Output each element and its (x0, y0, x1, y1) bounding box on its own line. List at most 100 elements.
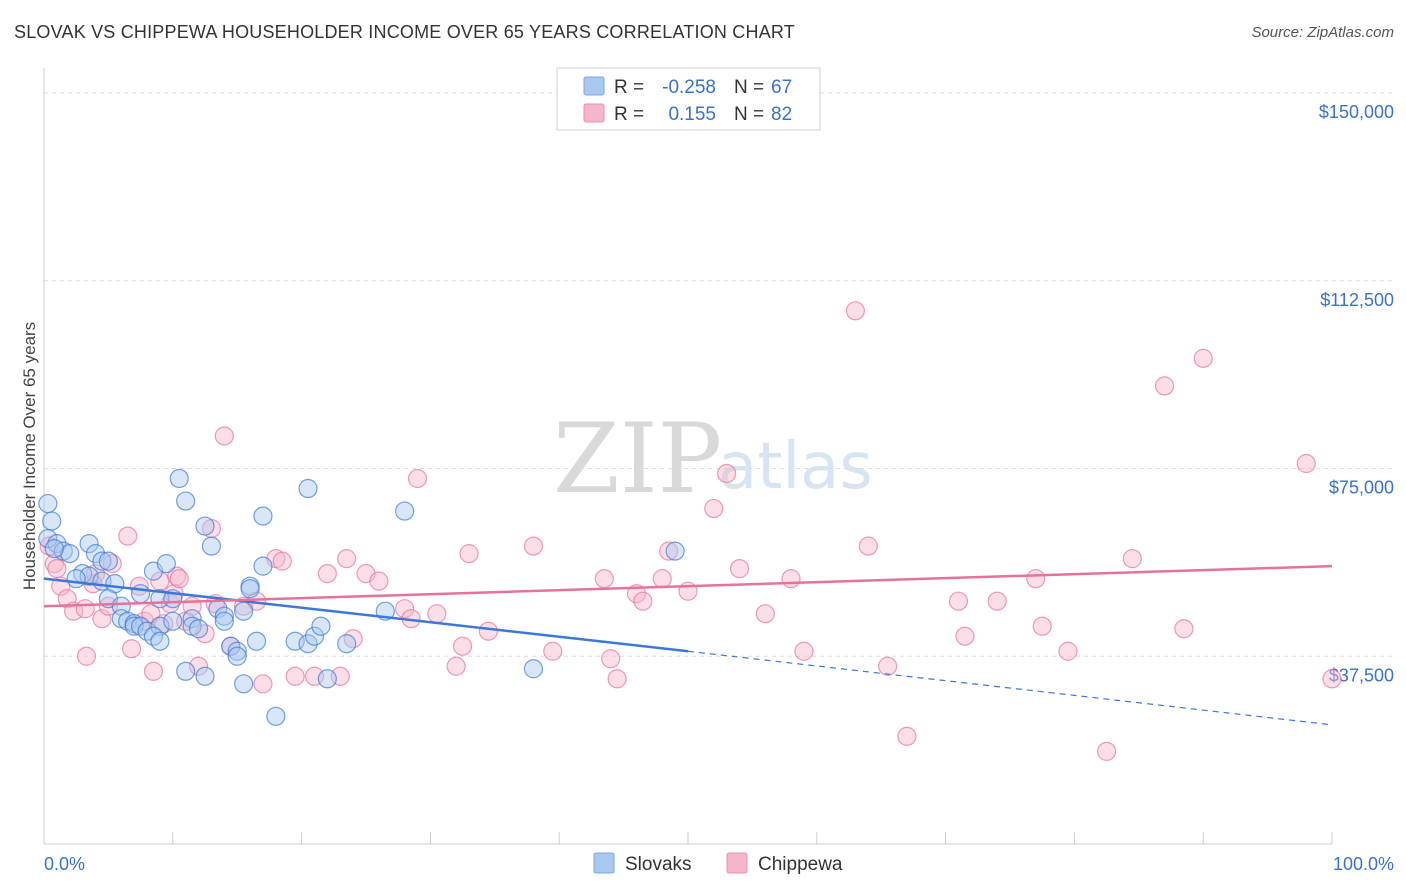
y-tick-label: $150,000 (1319, 102, 1394, 122)
grid-lines (44, 92, 1394, 657)
slovaks-point (304, 626, 325, 646)
legend-n-value-chippewa: 82 (771, 104, 792, 125)
chippewa-point (118, 526, 138, 546)
slovaks-point (214, 606, 234, 626)
chippewa-point (446, 656, 466, 676)
y-tick-label: $112,500 (1320, 290, 1394, 310)
chippewa-point (121, 639, 142, 659)
series-legend: Slovaks Chippewa (593, 852, 843, 875)
slovaks-point (188, 619, 209, 639)
chippewa-point (75, 599, 95, 619)
y-tick-label: $37,500 (1329, 665, 1394, 685)
legend-r-label-slovaks: R = (614, 77, 644, 98)
chippewa-trend-line (43, 564, 1333, 608)
slovaks-point (131, 616, 151, 636)
slovaks-point (221, 636, 241, 656)
chippewa-point (781, 569, 801, 589)
chippewa-point (955, 626, 975, 646)
slovaks-point (240, 579, 260, 599)
bottom-legend-swatch-slovaks (593, 852, 615, 874)
series-chippewa-points (39, 301, 1342, 761)
slovaks-point (66, 569, 86, 589)
y-tick-label: $75,000 (1329, 478, 1394, 498)
chippewa-point (1026, 569, 1046, 589)
chippewa-point (1322, 669, 1342, 689)
slovaks-point (176, 661, 196, 681)
slovaks-point (523, 659, 544, 679)
chippewa-point (523, 536, 544, 556)
slovaks-point (47, 534, 67, 554)
chippewa-point (407, 468, 428, 489)
chippewa-point (543, 641, 563, 661)
x-axis-ticks (43, 832, 1333, 844)
chippewa-point (64, 601, 84, 621)
chippewa-point (704, 498, 724, 519)
x-tick-label-min: 0.0% (44, 854, 85, 874)
chart-title: SLOVAK VS CHIPPEWA HOUSEHOLDER INCOME OV… (14, 22, 795, 42)
chippewa-point (1122, 549, 1142, 569)
slovaks-point (38, 493, 58, 514)
chippewa-point (1154, 376, 1175, 396)
slovaks-point (311, 616, 331, 636)
chippewa-point (214, 426, 234, 446)
slovaks-point (337, 634, 357, 654)
chippewa-point (633, 591, 653, 611)
slovaks-trend-line (43, 577, 689, 653)
slovaks-point (98, 551, 119, 571)
legend-swatch-slovaks (583, 76, 605, 96)
chippewa-point (1193, 348, 1213, 368)
slovaks-point (253, 506, 273, 526)
legend-r-label-chippewa: R = (614, 104, 644, 125)
bottom-legend-label-slovaks: Slovaks (625, 854, 692, 875)
correlation-legend: R = -0.258 N = 67 R = 0.155 N = 82 (556, 67, 821, 131)
chippewa-point (427, 604, 447, 624)
watermark-atlas: atlas (718, 430, 873, 504)
watermark-zip: ZIP (553, 403, 722, 515)
slovaks-point (169, 468, 189, 489)
chippewa-point (626, 584, 647, 604)
legend-r-value-slovaks: -0.258 (662, 77, 716, 98)
slovaks-point (298, 478, 318, 499)
slovaks-point (201, 536, 222, 556)
chippewa-point (272, 551, 292, 571)
chippewa-point (395, 599, 415, 619)
chippewa-point (897, 726, 917, 746)
slovaks-point (234, 601, 254, 621)
chippewa-point (47, 559, 67, 579)
chippewa-point (369, 571, 389, 591)
chippewa-point (478, 621, 498, 641)
slovaks-point (182, 609, 202, 629)
slovaks-point (150, 631, 170, 651)
slovaks-point (214, 611, 234, 631)
chippewa-point (1174, 619, 1194, 639)
chippewa-point (601, 649, 621, 669)
slovaks-point (266, 706, 286, 726)
chippewa-point (285, 666, 305, 686)
legend-n-label-chippewa: N = (734, 104, 764, 125)
chippewa-point (1296, 453, 1316, 474)
chippewa-point (1058, 641, 1078, 661)
slovaks-point (253, 556, 273, 576)
slovaks-point (150, 616, 170, 636)
chippewa-point (729, 559, 750, 579)
x-tick-label-max: 100.0% (1333, 854, 1394, 874)
chippewa-point (169, 569, 189, 589)
slovaks-point (234, 674, 254, 694)
legend-swatch-chippewa (583, 103, 605, 123)
slovaks-point (44, 539, 64, 559)
chippewa-point (607, 669, 627, 689)
chippewa-point (143, 661, 164, 681)
chippewa-point (57, 589, 77, 609)
slovaks-point (176, 491, 196, 511)
y-axis-title: Householder Income Over 65 years (20, 322, 39, 590)
chippewa-point (253, 674, 273, 694)
slovaks-point (137, 621, 157, 641)
slovaks-point (60, 544, 80, 564)
chippewa-point (453, 636, 473, 656)
chippewa-point (167, 566, 187, 586)
chippewa-point (92, 609, 112, 629)
legend-r-value-chippewa: 0.155 (668, 104, 716, 125)
slovaks-point (156, 554, 176, 574)
chippewa-point (343, 629, 363, 649)
